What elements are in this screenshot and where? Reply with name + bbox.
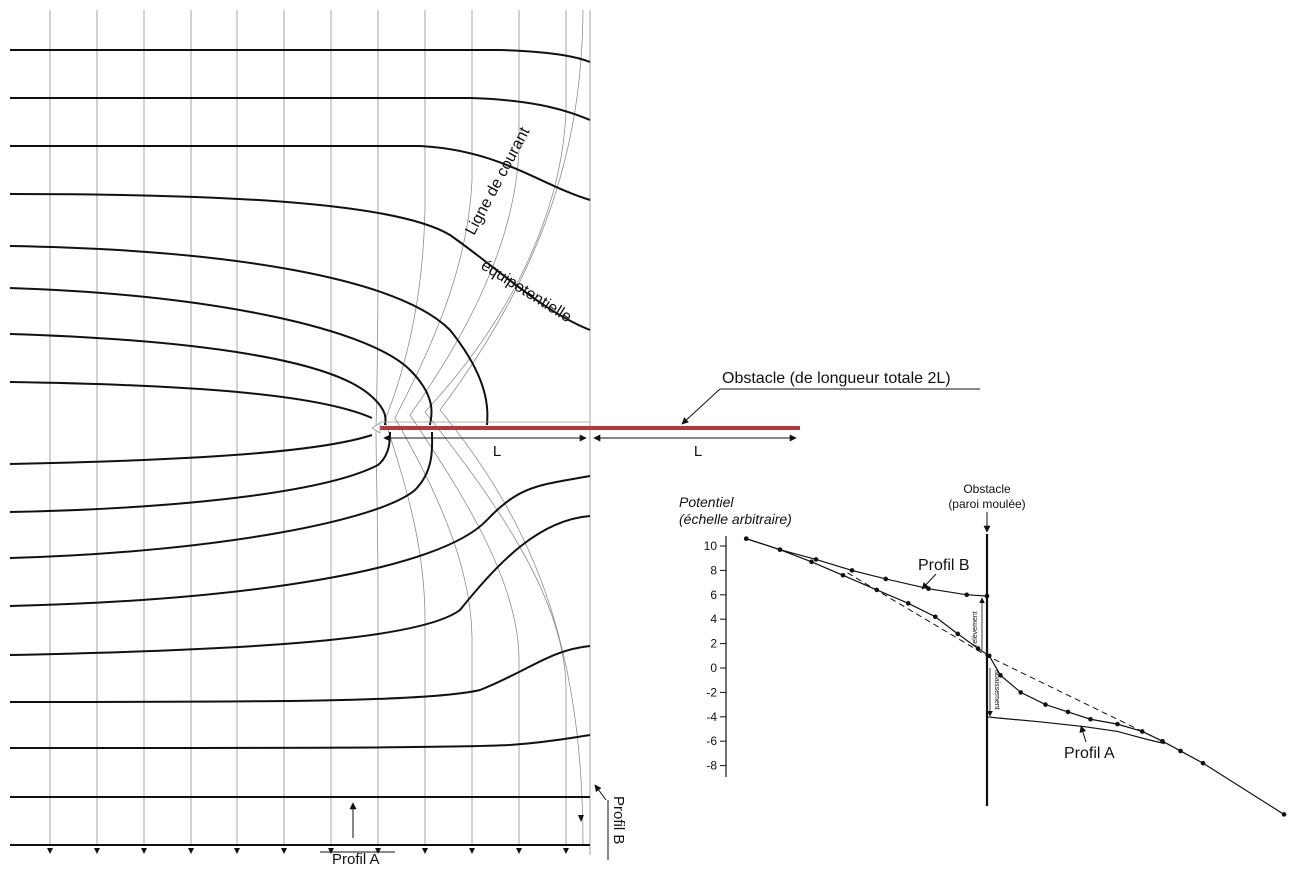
length-left-label: L <box>493 443 501 460</box>
series-point-0 <box>964 592 970 598</box>
series-point-0 <box>849 568 855 573</box>
series-point-1 <box>743 536 749 541</box>
bottom-arrows <box>47 815 584 854</box>
obstacle-bar <box>371 421 800 434</box>
series-point-1 <box>809 559 814 565</box>
y-tick-label: 0 <box>710 661 717 675</box>
series-point-0 <box>813 557 819 562</box>
length-right-label: L <box>694 443 702 460</box>
equipotentials-bottom <box>9 431 591 846</box>
chart-ylabel-line1: Potentiel <box>679 494 734 510</box>
y-tick-label: 10 <box>704 539 718 553</box>
y-tick-label: 6 <box>710 588 717 602</box>
series-point-0 <box>926 586 931 591</box>
profile-a-pointer <box>1079 725 1087 743</box>
series-line-3 <box>847 572 1163 742</box>
chart-profile-b-label: Profil B <box>918 557 970 574</box>
flow-net: L L Obstacle (de longueur totale 2L) Lig… <box>9 9 980 868</box>
equipotentials-top <box>9 49 591 426</box>
series-point-1 <box>1088 716 1093 722</box>
profile-b-marker <box>594 784 609 860</box>
y-tick-label: -6 <box>706 734 717 748</box>
series-point-1 <box>1018 690 1024 695</box>
profile-b-label: Profil B <box>610 796 627 844</box>
series-point-0 <box>984 593 990 599</box>
potential-chart: Potentiel (échelle arbitraire) Obstacle … <box>679 482 1287 817</box>
drop-label: abaissement <box>993 670 1000 710</box>
series-point-1 <box>1115 721 1120 727</box>
series-point-1 <box>1200 760 1206 766</box>
y-tick-label: -8 <box>706 759 717 773</box>
obstacle-label: Obstacle (de longueur totale 2L) <box>722 370 951 387</box>
profile-a-marker <box>320 802 395 853</box>
chart-profile-a-label: Profil A <box>1064 745 1115 762</box>
profile-b-pointer <box>921 573 937 590</box>
series-point-1 <box>1178 748 1183 754</box>
obstacle-callout <box>681 388 980 425</box>
y-tick-label: -4 <box>706 710 717 724</box>
y-tick-label: -2 <box>706 685 717 699</box>
straight-streamlines <box>49 10 332 845</box>
series-line-1 <box>746 538 1285 815</box>
series-line-0 <box>746 538 988 597</box>
streamline-label: Ligne de courant <box>463 124 534 238</box>
chart-ylabel-line2: (échelle arbitraire) <box>679 511 792 527</box>
chart-obstacle-line1: Obstacle <box>963 482 1011 496</box>
chart-series <box>743 536 1287 817</box>
y-ticks: 10 8 6 4 2 0 -2 -4 -6 -8 <box>704 539 726 773</box>
y-tick-label: 8 <box>710 563 717 577</box>
series-point-1 <box>1065 709 1071 715</box>
y-tick-label: 2 <box>710 637 717 651</box>
y-tick-label: 4 <box>710 612 717 626</box>
series-point-1 <box>998 673 1003 678</box>
series-point-1 <box>905 601 911 606</box>
series-point-1 <box>1281 812 1287 817</box>
rise-label: relèvement <box>972 611 979 646</box>
series-point-1 <box>932 614 938 620</box>
wall-arrows <box>979 597 993 717</box>
profile-a-label: Profil A <box>332 851 380 868</box>
series-point-1 <box>840 572 846 578</box>
series-point-1 <box>1043 702 1048 707</box>
series-point-0 <box>883 576 889 582</box>
curved-streamlines <box>375 9 591 855</box>
chart-obstacle-line2: (paroi moulée) <box>948 497 1025 511</box>
series-point-1 <box>955 631 961 637</box>
series-point-1 <box>777 547 783 552</box>
